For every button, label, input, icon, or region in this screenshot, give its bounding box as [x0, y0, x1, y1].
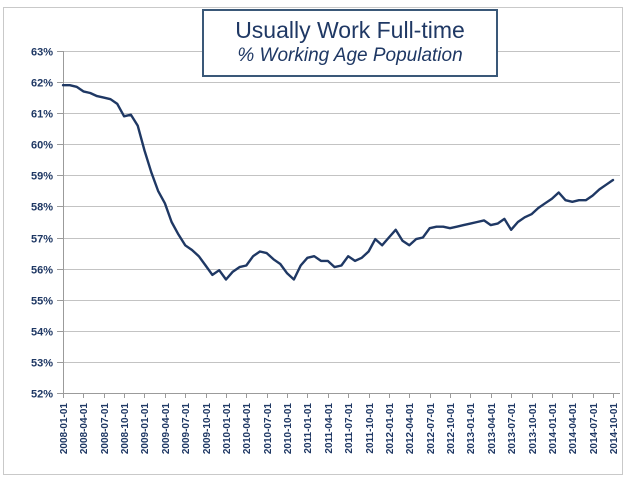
y-tick-label: 55%	[31, 296, 53, 308]
chart-outer-border	[3, 7, 623, 475]
x-tick-label: 2008-07-01	[100, 403, 111, 455]
x-tick-label: 2010-10-01	[283, 403, 294, 455]
x-tick-label: 2009-07-01	[181, 403, 192, 455]
x-tick-label: 2008-04-01	[79, 403, 90, 455]
x-tick-label: 2014-07-01	[589, 403, 600, 455]
x-tick-label: 2011-04-01	[324, 403, 335, 454]
x-tick-label: 2009-10-01	[202, 403, 213, 455]
x-tick-label: 2013-07-01	[507, 403, 518, 455]
x-tick-label: 2009-04-01	[161, 403, 172, 455]
y-tick-label: 57%	[31, 234, 53, 246]
y-tick-label: 63%	[31, 47, 53, 59]
x-tick-label: 2010-07-01	[263, 403, 274, 455]
x-tick-label: 2014-04-01	[568, 403, 579, 455]
y-tick-label: 58%	[31, 202, 53, 214]
chart-title-box: Usually Work Full-time % Working Age Pop…	[202, 9, 498, 77]
x-tick-label: 2011-07-01	[344, 403, 355, 454]
x-tick-label: 2014-01-01	[548, 403, 559, 455]
chart-subtitle: % Working Age Population	[237, 45, 463, 66]
x-tick-label: 2013-10-01	[528, 403, 539, 455]
series-line	[61, 83, 615, 281]
x-tick-label: 2008-01-01	[59, 403, 70, 455]
x-tick-label: 2012-07-01	[426, 403, 437, 455]
y-tick-label: 53%	[31, 358, 53, 370]
x-tick-label: 2011-10-01	[365, 403, 376, 454]
y-tick-label: 52%	[31, 389, 53, 401]
x-tick-label: 2008-10-01	[120, 403, 131, 455]
y-tick-label: 61%	[31, 109, 53, 121]
x-tick-label: 2012-01-01	[385, 403, 396, 455]
y-tick-label: 62%	[31, 78, 53, 90]
x-tick-label: 2013-04-01	[487, 403, 498, 455]
chart-title: Usually Work Full-time	[235, 17, 465, 43]
x-tick-label: 2012-04-01	[405, 403, 416, 455]
x-tick-label: 2011-01-01	[303, 403, 314, 454]
x-tick-label: 2009-01-01	[140, 403, 151, 455]
y-tick-label: 54%	[31, 327, 53, 339]
x-tick-label: 2010-04-01	[242, 403, 253, 455]
x-tick-label: 2010-01-01	[222, 403, 233, 455]
x-tick-label: 2012-10-01	[446, 403, 457, 455]
x-tick-label: 2014-10-01	[609, 403, 620, 455]
y-tick-label: 60%	[31, 140, 53, 152]
y-tick-label: 59%	[31, 171, 53, 183]
x-tick-label: 2013-01-01	[466, 403, 477, 455]
y-tick-label: 56%	[31, 265, 53, 277]
